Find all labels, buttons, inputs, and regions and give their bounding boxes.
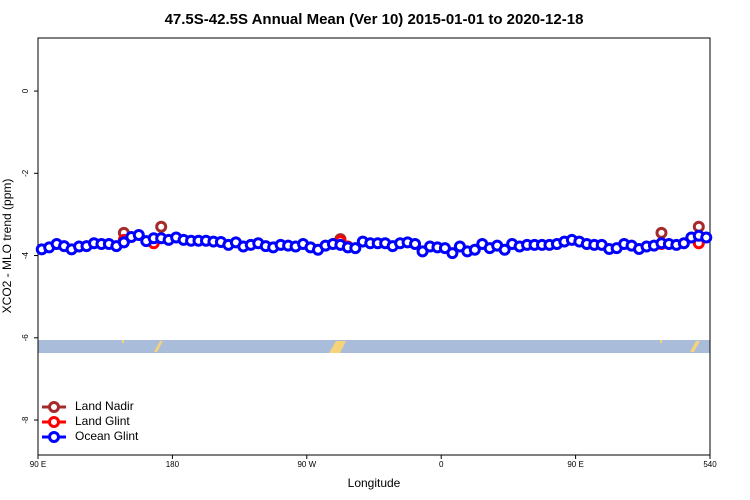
point: [677, 237, 690, 250]
x-tick-label: 90 W: [297, 460, 316, 469]
point: [349, 242, 362, 255]
legend-marker: [48, 401, 60, 413]
point: [132, 228, 145, 241]
point: [446, 247, 459, 260]
point: [498, 243, 511, 256]
x-tick-label: 180: [166, 460, 180, 469]
point: [655, 226, 668, 239]
point: [117, 236, 130, 249]
land-mask-spots: [122, 340, 700, 353]
legend-marker: [48, 416, 60, 428]
land-mask-strip: [38, 340, 710, 353]
point: [700, 231, 713, 244]
legend-label: Ocean Glint: [75, 429, 139, 443]
legend-marker: [48, 431, 60, 443]
x-tick-label: 540: [703, 460, 717, 469]
x-axis-label: Longitude: [348, 476, 401, 490]
y-tick-label: -6: [21, 334, 30, 342]
point: [155, 220, 168, 233]
x-tick-label: 90 E: [30, 460, 46, 469]
y-tick-label: -4: [21, 251, 30, 259]
y-tick-label: -2: [21, 169, 30, 177]
y-tick-label: -8: [21, 416, 30, 424]
legend-label: Land Glint: [75, 414, 130, 428]
point: [468, 243, 481, 256]
chart-title: 47.5S-42.5S Annual Mean (Ver 10) 2015-01…: [165, 11, 584, 28]
x-tick-label: 90 E: [567, 460, 583, 469]
y-axis-label: XCO2 - MLO trend (ppm): [0, 179, 14, 314]
point: [409, 238, 422, 251]
legend-label: Land Nadir: [75, 399, 134, 413]
y-tick-label: 0: [21, 88, 30, 93]
x-tick-label: 0: [439, 460, 444, 469]
